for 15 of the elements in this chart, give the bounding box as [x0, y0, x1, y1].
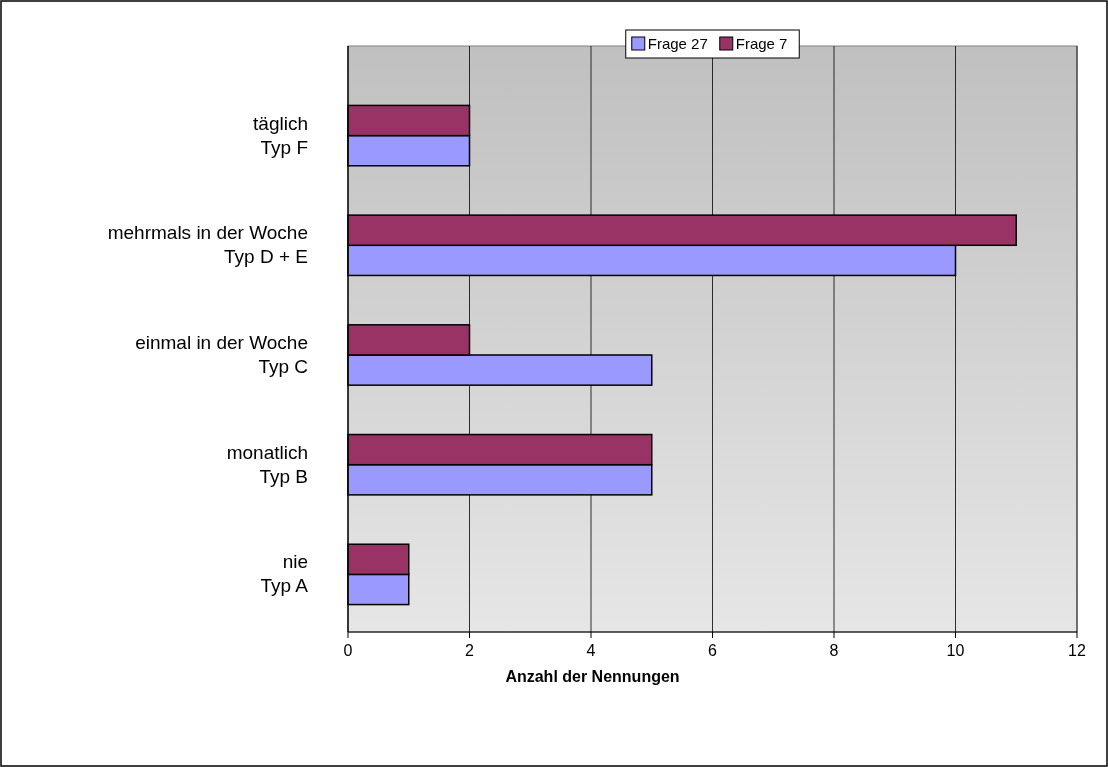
- y-tick-label: täglich Typ F: [253, 112, 308, 158]
- x-tick-label: 8: [829, 642, 839, 659]
- legend-label: Frage 7: [735, 35, 788, 52]
- y-tick-label: monatlich Typ B: [226, 441, 308, 487]
- y-tick-label: mehrmals in der Woche Typ D + E: [107, 222, 308, 268]
- x-tick-label: 10: [946, 642, 965, 659]
- x-tick-label: 2: [465, 642, 475, 659]
- x-tick-label: 0: [343, 642, 353, 659]
- y-tick-label: einmal in der Woche Typ C: [135, 332, 308, 377]
- x-tick-label: 4: [586, 642, 596, 659]
- x-axis-title: Anzahl der Nennungen: [505, 668, 680, 685]
- y-tick-label: nie Typ A: [260, 551, 309, 597]
- x-tick-label: 6: [708, 642, 718, 659]
- x-tick-label: 12: [1068, 642, 1086, 659]
- legend-label: Frage 27: [647, 35, 708, 52]
